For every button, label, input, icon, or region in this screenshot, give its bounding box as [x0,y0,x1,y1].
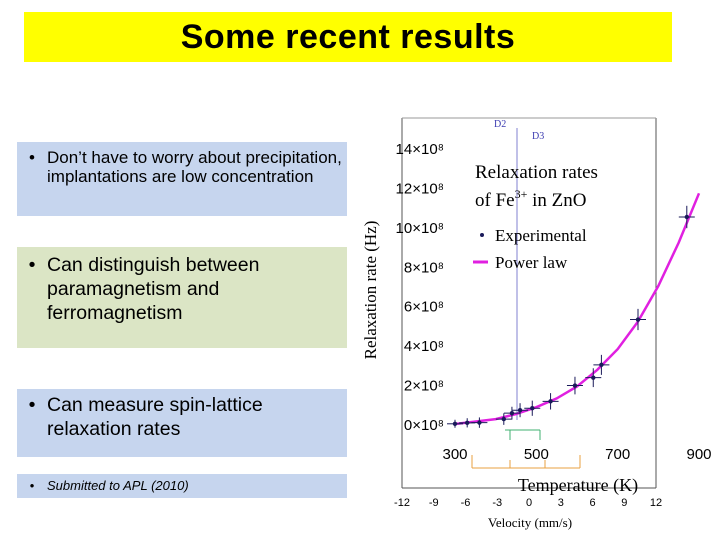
experimental-point-marker [501,416,506,422]
background-x-tick-label: 6 [589,497,595,509]
background-x-tick-label: 9 [621,497,627,509]
bullet-text-submitted: Submitted to APL (2010) [47,478,189,493]
experimental-point-marker [548,399,553,404]
experimental-point-marker [465,420,470,426]
legend-label-power-law: Power law [495,253,568,272]
legend-marker-experimental [480,233,484,237]
bullet-box-relaxation: • Can measure spin-lattice relaxation ra… [17,389,347,457]
chart-title-suffix: in ZnO [527,190,586,211]
chart-title-line1: Relaxation rates [475,162,598,183]
background-x-tick-label: -6 [461,497,471,509]
x-tick-labels: 300 500 700 900 [442,446,711,463]
bullet-marker: • [29,478,35,493]
bullet-text-relaxation: Can measure spin-lattice relaxation rate… [47,394,263,440]
experimental-point [447,419,463,428]
slide-title: Some recent results [180,17,516,56]
chart-title-prefix: of Fe [475,190,515,211]
y-axis-label: Relaxation rate (Hz) [361,221,380,360]
y-tick-label: 10×10⁸ [396,220,444,237]
bullet-text-magnetism: Can distinguish between paramagnetism an… [47,254,260,324]
experimental-point-marker [452,421,458,427]
background-spectrum-panel: D2 D3 -12 -9 -6 -3 0 3 6 9 12 Velocity (mm/s) [394,117,662,530]
background-x-axis-label: Velocity (mm/s) [488,515,572,530]
y-tick-labels: 0×10⁸ 2×10⁸ 4×10⁸ 6×10⁸ 8×10⁸ 10×10⁸ 12×10⁸ 14×… [396,141,444,434]
bullet-marker: • [28,254,36,276]
experimental-point-marker [599,362,604,368]
chart-title-superscript: 3+ [515,187,528,201]
chart-legend: Experimental Power law [473,226,587,272]
x-tick-label: 300 [442,446,467,463]
experimental-point-marker [509,410,515,416]
experimental-point [512,403,529,418]
background-label-d3: D3 [532,131,544,142]
experimental-point [524,400,541,416]
slide-title-bar: Some recent results [24,12,672,62]
experimental-point [566,376,583,395]
y-tick-label: 2×10⁸ [404,378,444,395]
experimental-point-marker [572,383,578,388]
experimental-point [542,393,559,410]
background-label-d2: D2 [494,119,506,130]
y-tick-label: 0×10⁸ [404,417,444,434]
legend-label-experimental: Experimental [495,226,587,245]
x-axis-label: Temperature (K) [518,475,638,496]
experimental-point-marker [684,214,689,220]
experimental-point-marker [477,420,482,425]
experimental-point-marker [591,375,596,380]
experimental-point [678,205,695,229]
experimental-point [585,368,602,388]
background-x-tick-label: 12 [650,497,662,509]
y-tick-label: 4×10⁸ [404,338,444,355]
experimental-point [630,308,646,331]
experimental-points-group [447,205,695,428]
y-tick-label: 6×10⁸ [404,299,444,316]
y-tick-label: 12×10⁸ [396,180,444,197]
y-tick-label: 8×10⁸ [404,259,444,276]
experimental-point [495,413,512,425]
experimental-point-marker [635,317,641,322]
x-tick-label: 700 [605,446,630,463]
background-x-tick-label: -9 [429,497,439,509]
chart-title-line2: of Fe3+ in ZnO [475,187,586,211]
y-tick-label: 14×10⁸ [396,141,444,158]
background-x-tick-label: 0 [526,497,532,509]
bullet-marker: • [28,394,36,416]
bullet-box-submitted: • Submitted to APL (2010) [17,474,347,498]
experimental-point-marker [517,408,523,413]
experimental-point-marker [530,406,535,411]
experimental-point [593,354,610,375]
experimental-point [471,417,488,428]
bullet-text-precipitation: Don’t have to worry about precipitation,… [47,148,342,186]
background-x-tick-label: -12 [394,497,410,509]
bullet-marker: • [29,148,35,167]
background-x-tick-label: 3 [558,497,564,509]
x-tick-label: 900 [686,446,711,463]
experimental-point [503,406,520,420]
bullet-box-magnetism: • Can distinguish between paramagnetism … [17,247,347,348]
background-bracket-marks [471,429,581,469]
bullet-box-precipitation: • Don’t have to worry about precipitatio… [17,142,347,216]
x-tick-label: 500 [524,446,549,463]
background-x-tick-label: -3 [492,497,502,509]
